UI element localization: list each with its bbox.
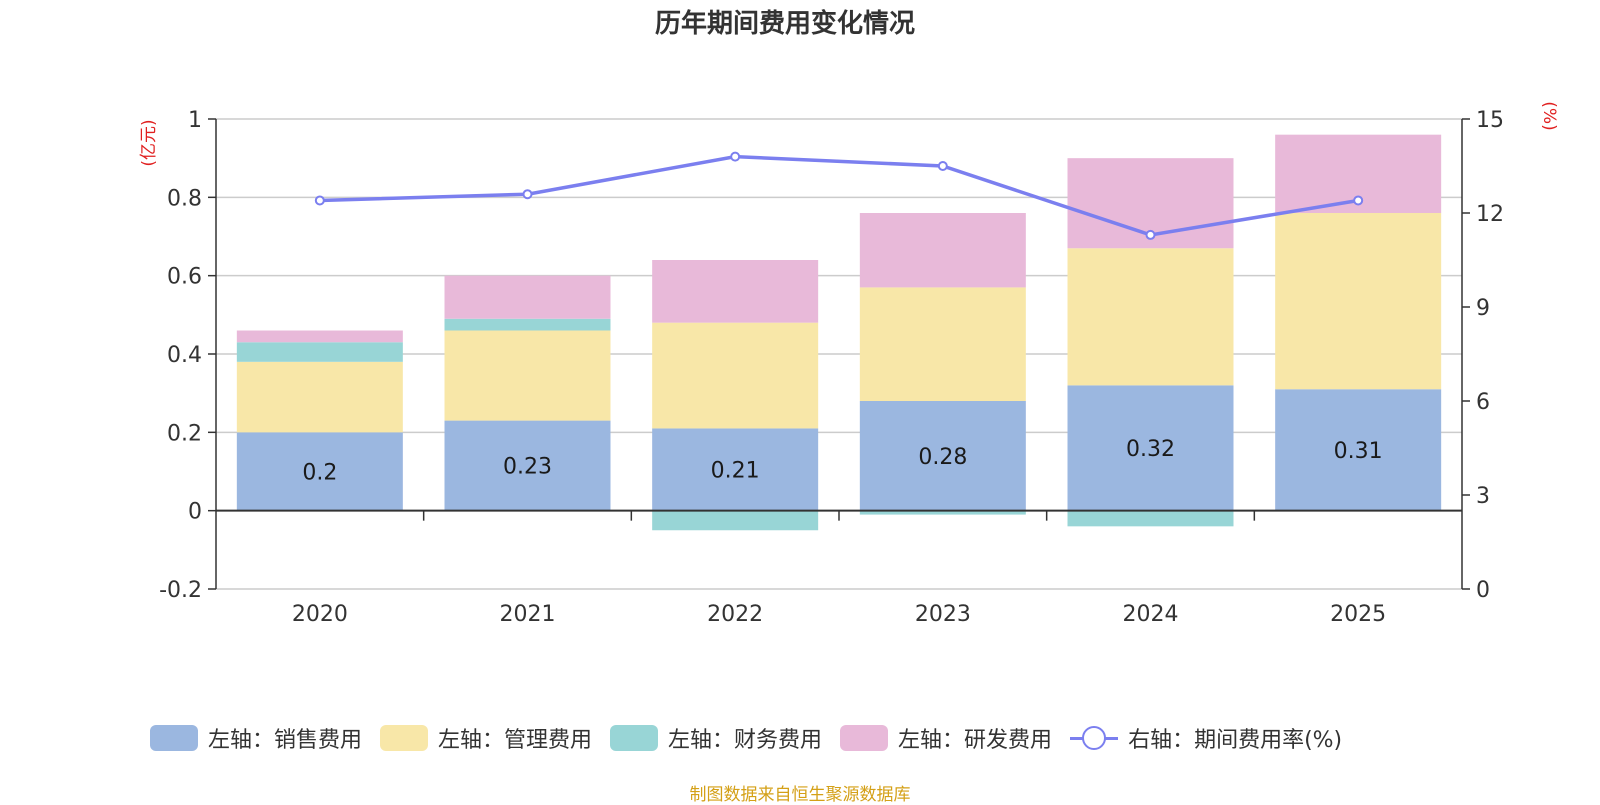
- bar-data-label: 0.28: [918, 445, 967, 470]
- bar-labels: 0.2 0.23 0.21 0.28 0.32 0.31: [302, 437, 1382, 486]
- rate-polyline: [319, 154, 1359, 237]
- bar-segment[interactable]: [1067, 510, 1234, 527]
- bar-segment[interactable]: [236, 432, 403, 511]
- left-tick-label: 1: [188, 108, 202, 133]
- bar-data-label: 0.31: [1334, 439, 1383, 464]
- bar-segment[interactable]: [652, 428, 819, 511]
- legend-label-sales: 左轴：销售费用: [208, 728, 363, 753]
- legend-label-rate: 右轴：期间费用率(%): [1128, 728, 1343, 753]
- category-label: 2022: [707, 602, 763, 627]
- rate-point[interactable]: [314, 195, 325, 206]
- legend-item-finance[interactable]: 左轴：财务费用: [610, 722, 822, 754]
- bar-segment[interactable]: [236, 330, 403, 343]
- rate-point[interactable]: [937, 161, 948, 171]
- bars: [236, 134, 1442, 531]
- legend-label-admin: 左轴：管理费用: [438, 728, 593, 753]
- legend-item-rate[interactable]: 右轴：期间费用率(%): [1070, 722, 1342, 754]
- right-axis-unit: (%): [1539, 101, 1559, 130]
- legend-swatch-finance: [610, 725, 659, 751]
- bar-segment[interactable]: [236, 361, 403, 433]
- legend-item-sales[interactable]: 左轴：销售费用: [150, 722, 362, 754]
- bar-segment[interactable]: [859, 287, 1026, 401]
- legend-swatch-rnd: [840, 725, 889, 751]
- left-tick-label: 0.2: [167, 421, 202, 446]
- category-label: 2025: [1330, 602, 1386, 627]
- legend: 左轴：销售费用 左轴：管理费用 左轴：财务费用 左轴：研发费用 右轴：期间费用率…: [150, 722, 1360, 754]
- left-tick-label: 0: [188, 500, 202, 525]
- bar-data-label: 0.23: [503, 455, 552, 480]
- bar-segment[interactable]: [859, 213, 1026, 288]
- bar-segment[interactable]: [652, 260, 819, 323]
- chart-title: 历年期间费用变化情况: [655, 8, 915, 39]
- right-tick-label: 9: [1476, 296, 1490, 321]
- left-tick-label: -0.2: [159, 578, 202, 603]
- legend-label-finance: 左轴：财务费用: [668, 728, 823, 753]
- bar-segment[interactable]: [444, 330, 611, 421]
- bar-segment[interactable]: [652, 322, 819, 429]
- bar-segment[interactable]: [444, 275, 611, 319]
- bar-segment[interactable]: [859, 401, 1026, 511]
- axes: 1 0.8 0.6 0.4 0.2 0 -0.2 15 12 9 6 3 0 2020 2021 2022 20…: [159, 108, 1504, 627]
- legend-item-rnd[interactable]: 左轴：研发费用: [840, 722, 1052, 754]
- bar-data-label: 0.21: [711, 459, 760, 484]
- bar-segment[interactable]: [1067, 248, 1234, 386]
- right-tick-label: 0: [1476, 578, 1490, 603]
- bar-segment[interactable]: [444, 420, 611, 511]
- bar-segment[interactable]: [1275, 213, 1442, 390]
- bar-segment[interactable]: [236, 342, 403, 362]
- rate-point[interactable]: [1353, 195, 1364, 206]
- right-tick-label: 6: [1476, 390, 1490, 415]
- left-axis-unit: (亿元): [139, 119, 159, 166]
- rate-point[interactable]: [522, 189, 533, 200]
- category-label: 2023: [915, 602, 971, 627]
- legend-swatch-admin: [380, 725, 429, 751]
- bar-segment[interactable]: [859, 510, 1026, 515]
- legend-item-admin[interactable]: 左轴：管理费用: [380, 722, 592, 754]
- left-tick-label: 0.8: [167, 186, 202, 211]
- right-tick-label: 3: [1476, 484, 1490, 509]
- rate-point[interactable]: [730, 151, 741, 162]
- legend-line-icon: [1070, 725, 1119, 751]
- category-label: 2024: [1123, 602, 1179, 627]
- left-tick-label: 0.4: [167, 343, 202, 368]
- rate-point[interactable]: [1145, 229, 1156, 240]
- bar-segment[interactable]: [652, 510, 819, 531]
- bar-segment[interactable]: [444, 318, 611, 331]
- bar-segment[interactable]: [1275, 389, 1442, 511]
- rate-line: [314, 151, 1364, 240]
- legend-swatch-sales: [150, 725, 198, 751]
- right-tick-label: 15: [1476, 108, 1504, 133]
- bar-data-label: 0.2: [302, 461, 337, 486]
- source-note: 制图数据来自恒生聚源数据库: [689, 785, 911, 805]
- legend-label-rnd: 左轴：研发费用: [898, 728, 1053, 753]
- category-label: 2021: [500, 602, 556, 627]
- category-label: 2020: [292, 602, 348, 627]
- bar-data-label: 0.32: [1126, 437, 1175, 462]
- right-tick-label: 12: [1476, 202, 1504, 227]
- bar-segment[interactable]: [1067, 385, 1234, 511]
- left-tick-label: 0.6: [167, 265, 202, 290]
